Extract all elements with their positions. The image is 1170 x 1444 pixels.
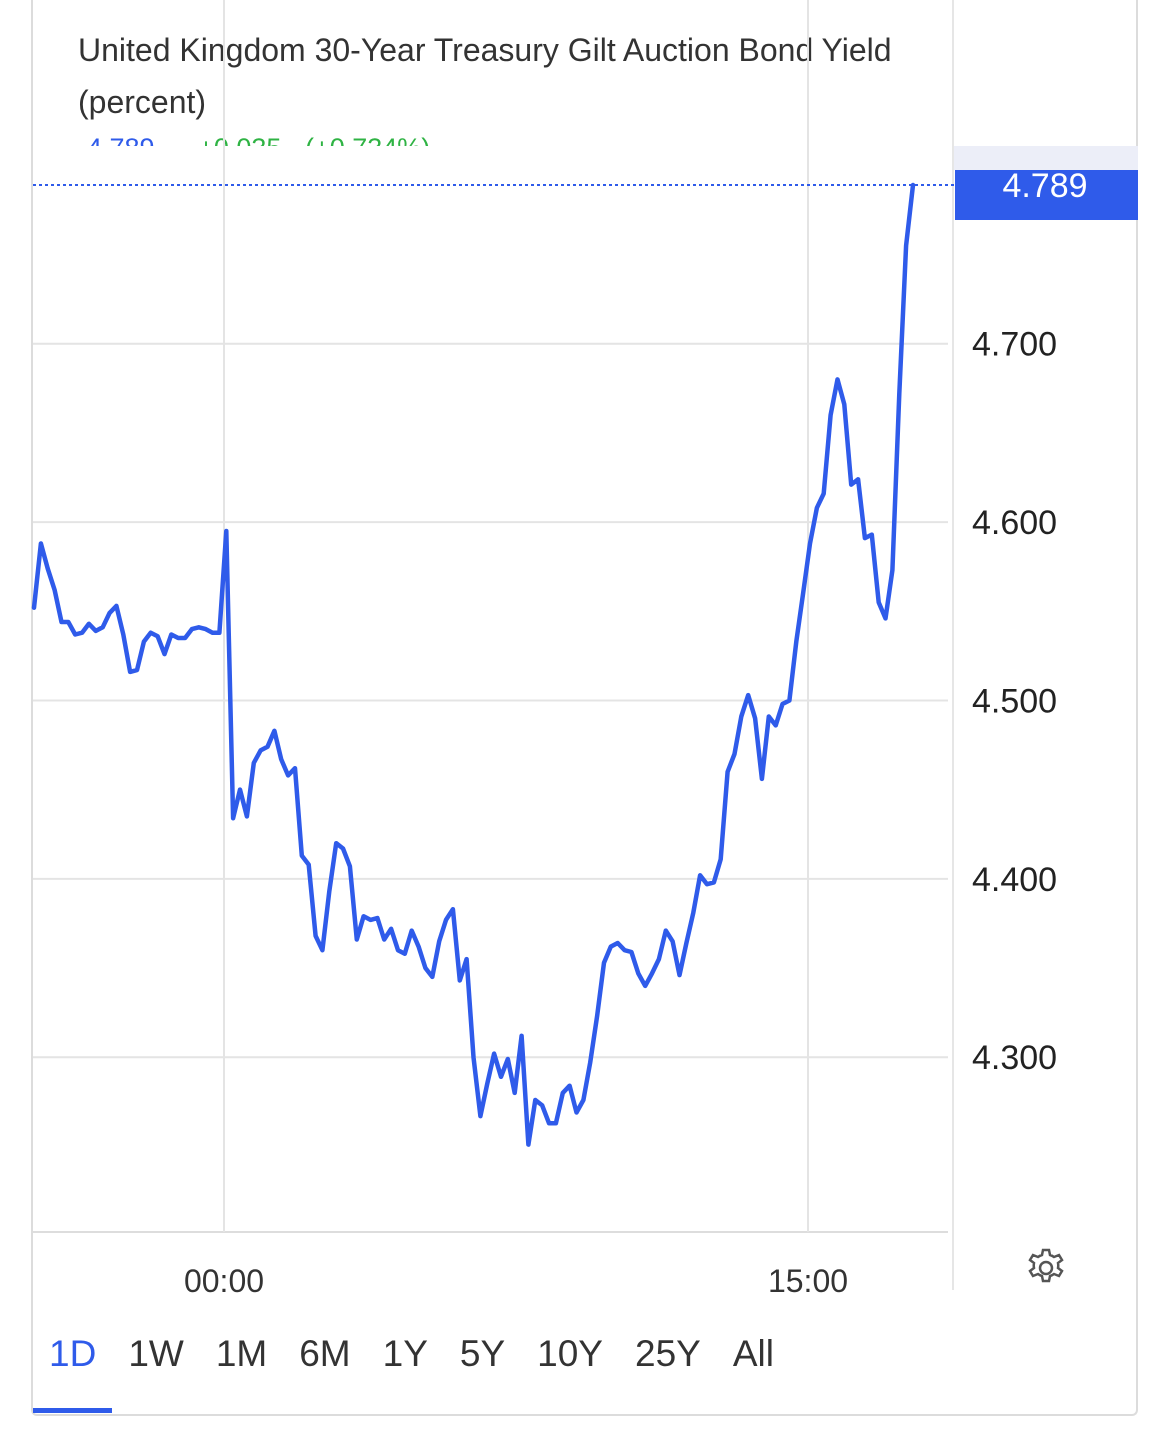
y-tick-label: 4.600 [972,504,1057,542]
range-tab-5y[interactable]: 5Y [459,1333,506,1374]
range-tab-1m[interactable]: 1M [215,1333,268,1374]
range-tab-25y[interactable]: 25Y [635,1333,701,1374]
x-tick-label: 00:00 [184,1263,264,1299]
range-tab-10y[interactable]: 10Y [537,1333,603,1374]
last-value-badge [955,170,1138,220]
range-selector: 1D 1W 1M 6M 1Y 5Y 10Y 25Y All [33,1320,790,1390]
price-band-mask [33,146,953,170]
y-tick-label: 4.400 [972,861,1057,899]
settings-button[interactable] [1024,1246,1068,1290]
range-tab-1d[interactable]: 1D [49,1333,97,1374]
y-tick-label: 4.700 [972,326,1057,364]
active-range-indicator [33,1408,112,1413]
y-tick-label: 4.500 [972,682,1057,720]
range-tab-1y[interactable]: 1Y [382,1333,428,1374]
last-value-label: 4.789 [1002,167,1087,205]
x-tick-label: 15:00 [768,1263,848,1299]
range-tab-1w[interactable]: 1W [128,1333,184,1374]
yield-line-chart[interactable]: 4.300 4.400 4.500 4.600 4.700 00:00 15:00 4.789 [0,0,1170,1310]
chart-title: United Kingdom 30-Year Treasury Gilt Auc… [78,32,892,120]
range-tab-6m[interactable]: 6M [299,1333,351,1374]
gear-icon [1028,1248,1064,1283]
range-tab-all[interactable]: All [732,1333,774,1374]
chart-card [31,0,1138,1416]
y-tick-label: 4.300 [972,1039,1057,1077]
series-line [31,182,916,1147]
